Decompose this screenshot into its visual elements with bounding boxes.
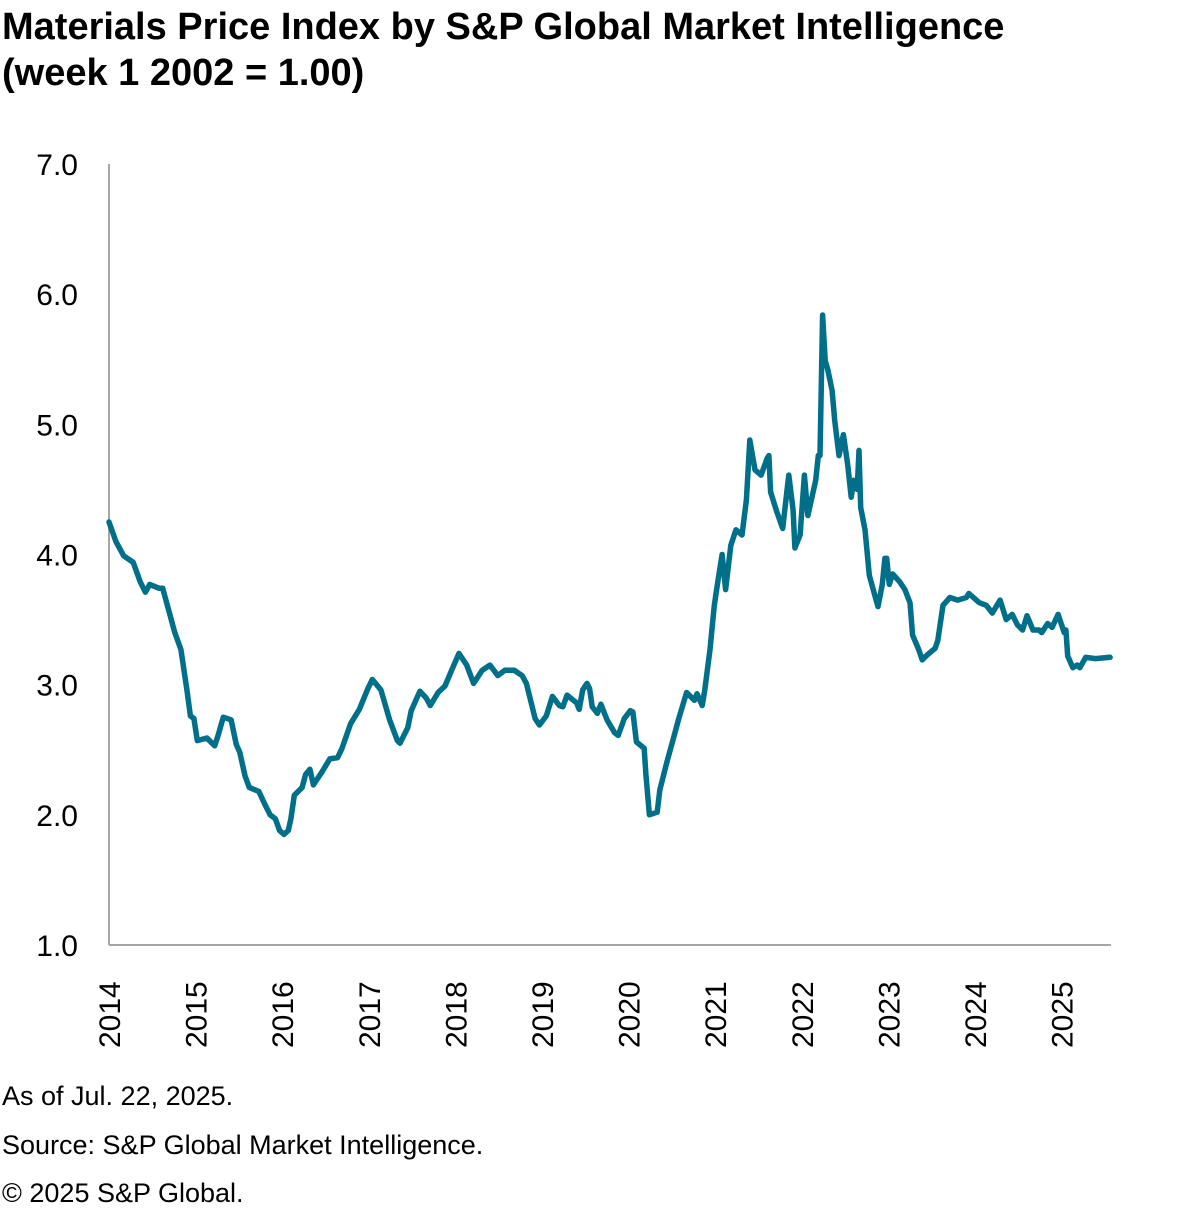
y-tick-label: 4.0 [36,540,78,573]
x-tick-label: 2017 [354,981,387,1048]
x-tick-label: 2023 [873,981,906,1048]
copyright-note: © 2025 S&P Global. [2,1178,244,1208]
y-tick-label: 2.0 [36,800,78,833]
y-tick-label: 3.0 [36,670,78,703]
x-tick-label: 2022 [787,981,820,1048]
x-tick-label: 2021 [700,981,733,1048]
y-tick-label: 1.0 [36,930,78,963]
x-tick-label: 2020 [614,981,647,1048]
y-tick-label: 6.0 [36,279,78,312]
x-tick-label: 2016 [267,981,300,1048]
x-tick-label: 2024 [960,981,993,1048]
y-tick-label: 7.0 [36,149,78,182]
x-tick-label: 2019 [527,981,560,1048]
chart-title: Materials Price Index by S&P Global Mark… [2,6,1005,94]
y-tick-label: 5.0 [36,409,78,442]
as-of-note: As of Jul. 22, 2025. [2,1081,234,1111]
series-line [106,312,1113,838]
source-note: Source: S&P Global Market Intelligence. [2,1130,484,1160]
x-tick-label: 2025 [1047,981,1080,1048]
x-tick-label: 2018 [440,981,473,1048]
x-tick-label: 2015 [181,981,214,1048]
x-tick-label: 2014 [94,981,127,1048]
y-axis-ticks: 1.0 2.0 3.0 4.0 5.0 6.0 7.0 [36,149,78,963]
x-axis-ticks: 2014 2015 2016 2017 2018 2019 2020 2021 2022 2023… [94,981,1080,1048]
